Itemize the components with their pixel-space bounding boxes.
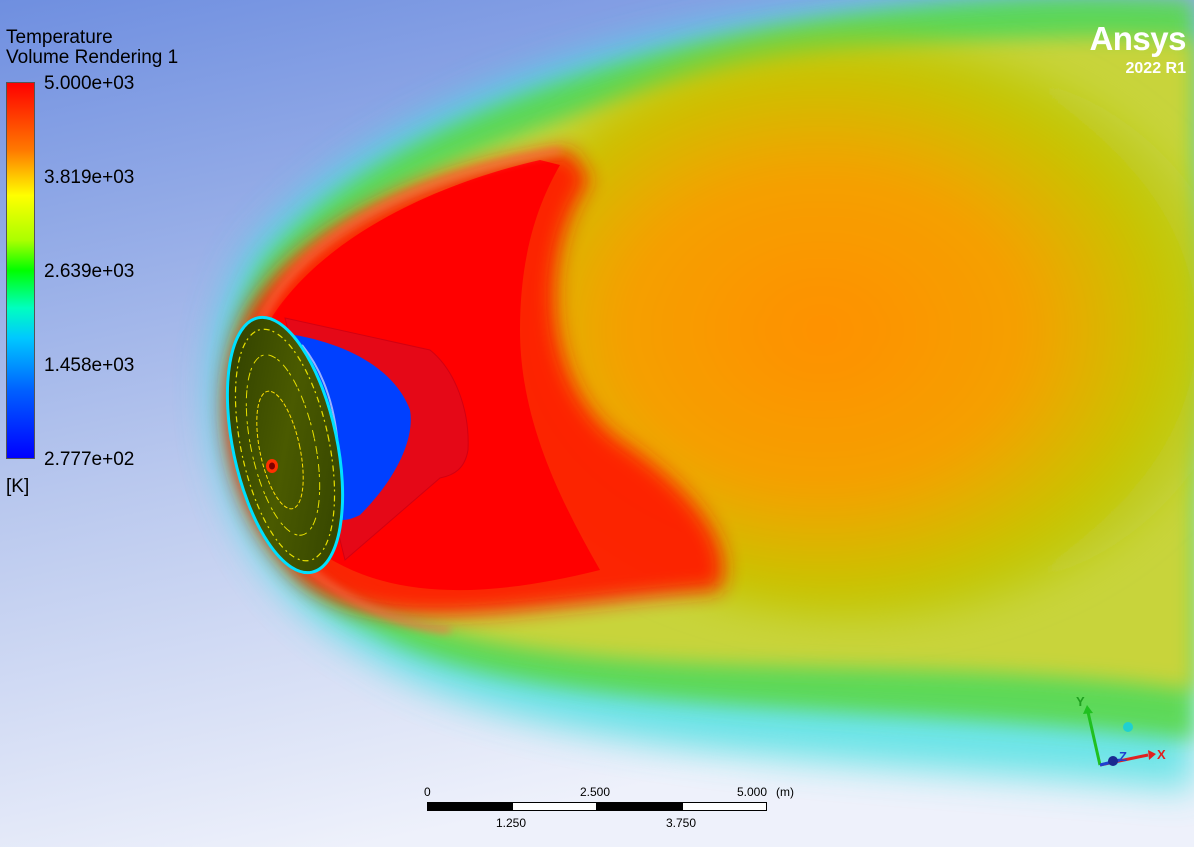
scale-segment-4 [682,802,767,811]
version-label: 2022 R1 [1125,60,1187,77]
scale-segment-1 [427,802,512,811]
scale-segment-2 [512,802,597,811]
legend-tick-4: 1.458e+03 [44,355,135,376]
y-axis-arrow [1086,711,1102,766]
triad-view-ball[interactable] [1123,722,1133,732]
legend-tick-max: 5.000e+03 [44,73,135,94]
scale-unit: (m) [776,785,794,799]
scale-segment-3 [597,802,682,811]
capsule-geometry [225,315,469,575]
ansys-logo: Ansys [1089,20,1186,57]
scale-label-3750: 3.750 [666,816,697,830]
x-axis-label: X [1157,747,1166,762]
triad-origin [1108,756,1118,766]
scale-label-5000: 5.000 [737,785,768,799]
y-axis-label: Y [1076,694,1085,709]
z-axis-label: Z [1119,749,1127,764]
axis-triad[interactable]: X Y Z [1076,694,1166,767]
scale-label-2500: 2.500 [580,785,611,799]
legend-variable: Temperature [6,27,113,48]
scale-label-1250: 1.250 [496,816,527,830]
legend-tick-3: 2.639e+03 [44,261,135,282]
legend-tick-2: 3.819e+03 [44,167,135,188]
color-bar [6,82,35,459]
legend-subtitle: Volume Rendering 1 [6,47,179,68]
legend-tick-min: 2.777e+02 [44,449,135,470]
scale-label-0: 0 [424,785,431,799]
legend-unit: [K] [6,476,30,497]
